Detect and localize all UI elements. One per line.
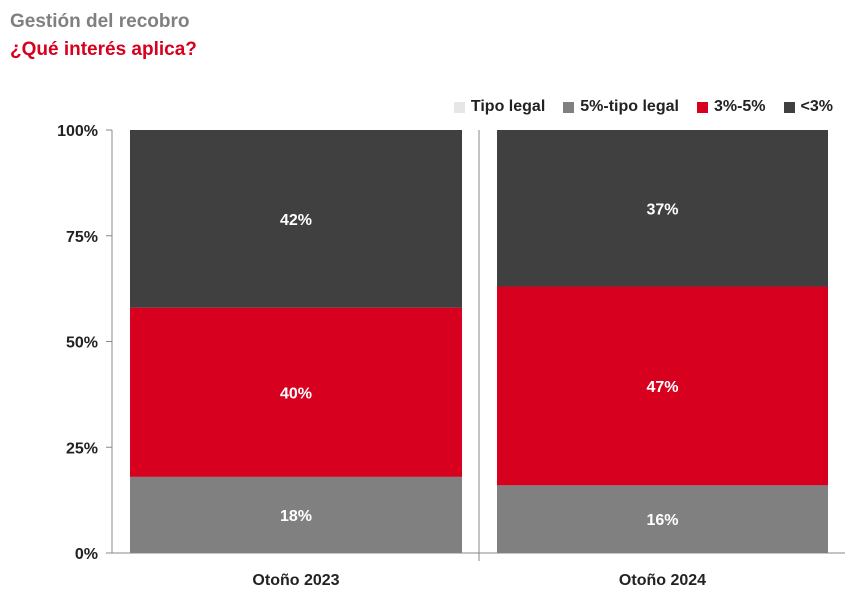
bar-segment [497,286,828,486]
legend-label: 5%-tipo legal [580,98,679,115]
x-category-label: Otoño 2023 [252,572,339,589]
chart-subtitle: ¿Qué interés aplica? [10,39,197,60]
y-tick-label: 100% [57,123,98,140]
y-tick-label: 75% [66,229,98,246]
legend-swatch [453,101,465,113]
chart-header: Gestión del recobro ¿Qué interés aplica? [10,8,197,64]
bar-segment [130,307,462,477]
data-label: 47% [646,379,678,396]
legend-item-tipo-legal: Tipo legal [453,98,546,116]
bar-segment [497,485,828,553]
data-label: 37% [646,201,678,218]
legend-label: Tipo legal [470,98,546,115]
bar-segment [130,130,462,308]
legend-item-3-5: 3%-5% [696,98,766,116]
legend-swatch [696,101,708,113]
legend-label: 3%-5% [713,98,766,115]
chart-title: Gestión del recobro [10,11,190,32]
legend-item-lt-3: <3% [783,98,833,116]
data-label: 18% [280,508,312,525]
y-tick-label: 0% [75,546,98,563]
legend-swatch [563,101,575,113]
legend-label: <3% [800,98,833,115]
data-label: 40% [280,385,312,402]
x-category-label: Otoño 2024 [619,572,706,589]
legend-swatch [783,101,795,113]
data-label: 42% [280,212,312,229]
y-tick-label: 50% [66,335,98,352]
bar-segment [130,476,462,553]
y-tick-label: 25% [66,440,98,457]
bar-segment [497,130,828,287]
data-label: 16% [646,512,678,529]
chart-legend: Tipo legal 5%-tipo legal 3%-5% <3% [453,98,833,116]
legend-item-5-tipo-legal: 5%-tipo legal [563,98,679,116]
